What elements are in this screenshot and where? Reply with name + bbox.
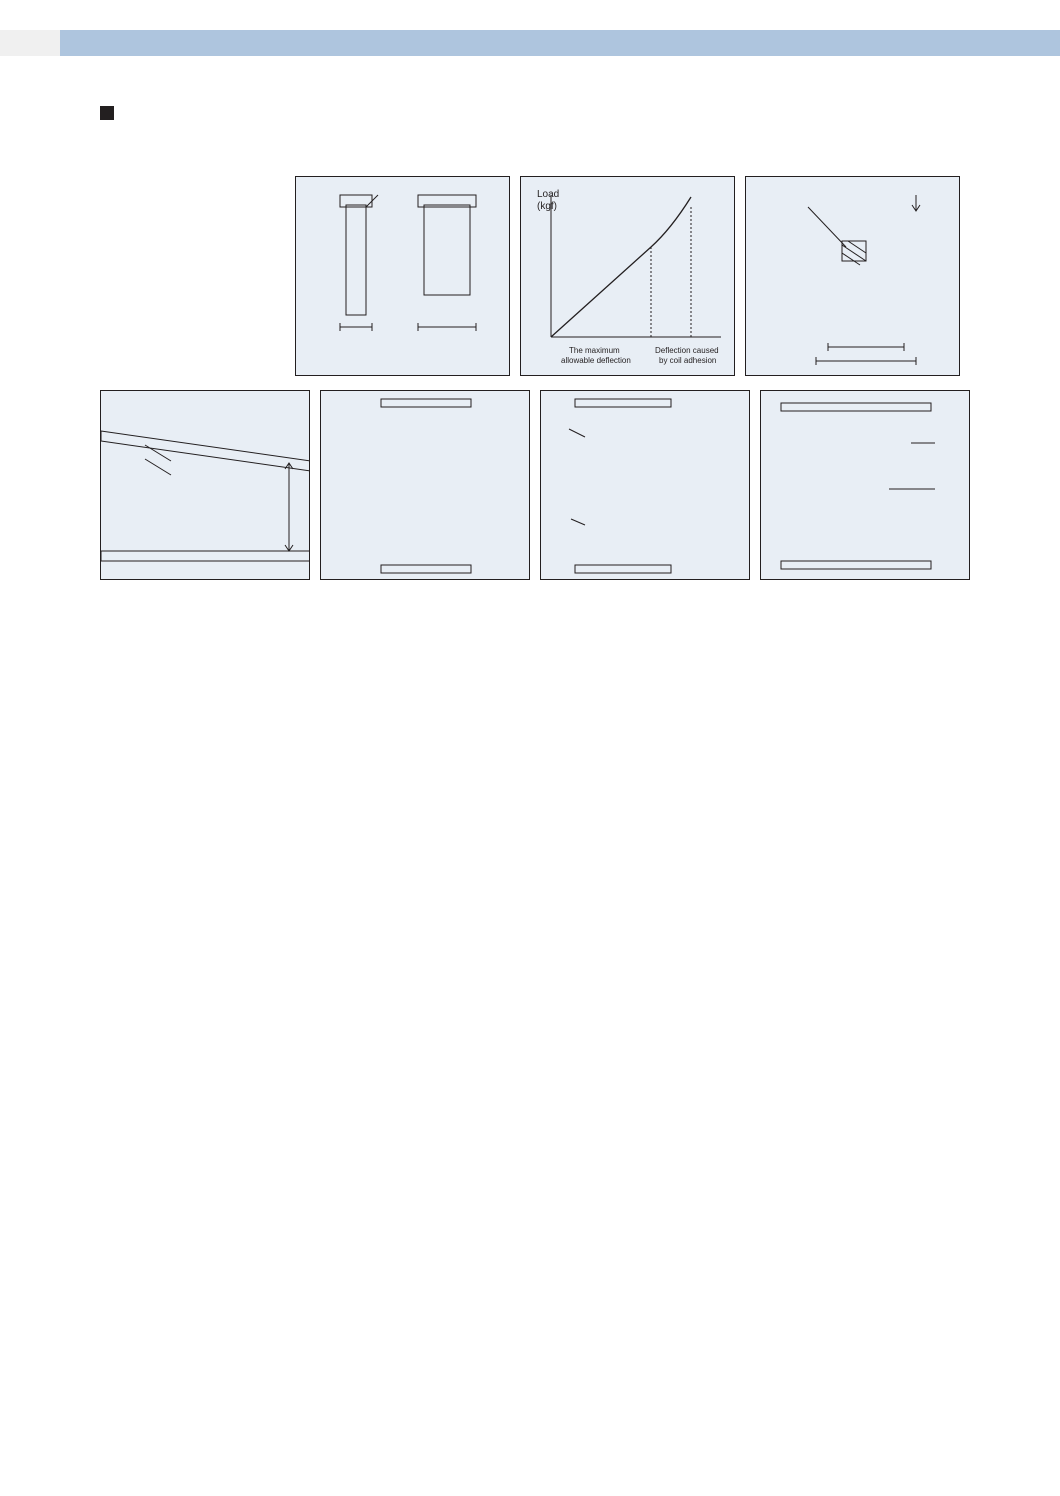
figure-2: Load (kgf) The maximum allowable deflect…	[520, 170, 735, 376]
svg-text:by coil adhesion: by coil adhesion	[659, 356, 716, 365]
header-band	[0, 30, 1060, 56]
figure-4	[100, 384, 310, 580]
figure-6	[540, 384, 750, 580]
svg-text:Load: Load	[537, 189, 559, 200]
figure-3	[745, 170, 960, 376]
svg-text:allowable deflection: allowable deflection	[561, 356, 631, 365]
section-title	[100, 106, 970, 120]
svg-text:The maximum: The maximum	[569, 346, 620, 355]
figure-5	[320, 384, 530, 580]
svg-text:Deflection caused: Deflection caused	[655, 346, 719, 355]
svg-text:(kgf): (kgf)	[537, 201, 557, 212]
figure-1	[295, 170, 510, 376]
figure-7	[760, 384, 970, 580]
endurance-panel	[100, 170, 285, 376]
figures-section: Load (kgf) The maximum allowable deflect…	[100, 170, 970, 580]
square-icon	[100, 106, 114, 120]
